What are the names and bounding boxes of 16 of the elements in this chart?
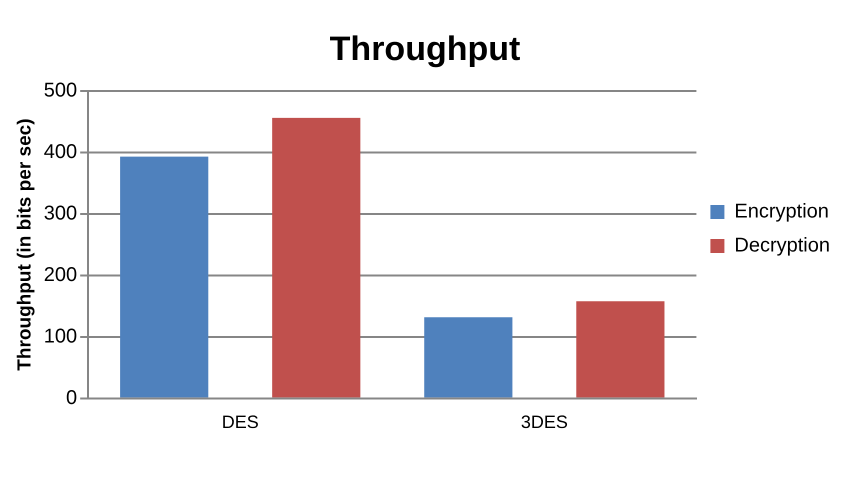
chart-title: Throughput (330, 30, 520, 68)
legend-label: Encryption (734, 200, 829, 223)
y-tick-label: 300 (44, 202, 78, 224)
y-tick-label: 400 (44, 140, 78, 163)
y-tick-label: 0 (66, 386, 78, 409)
bar (424, 317, 512, 398)
legend-label: Decryption (734, 234, 830, 257)
y-tick-label: 200 (44, 264, 78, 286)
bar (272, 118, 360, 398)
bar (576, 301, 664, 398)
y-tick-label: 500 (44, 79, 78, 102)
x-tick-label: DES (222, 412, 259, 432)
x-tick-label: 3DES (520, 412, 568, 432)
y-axis-title: Throughput (in bits per sec) (14, 118, 36, 371)
bar (120, 156, 208, 398)
y-tick-label: 100 (44, 325, 78, 348)
